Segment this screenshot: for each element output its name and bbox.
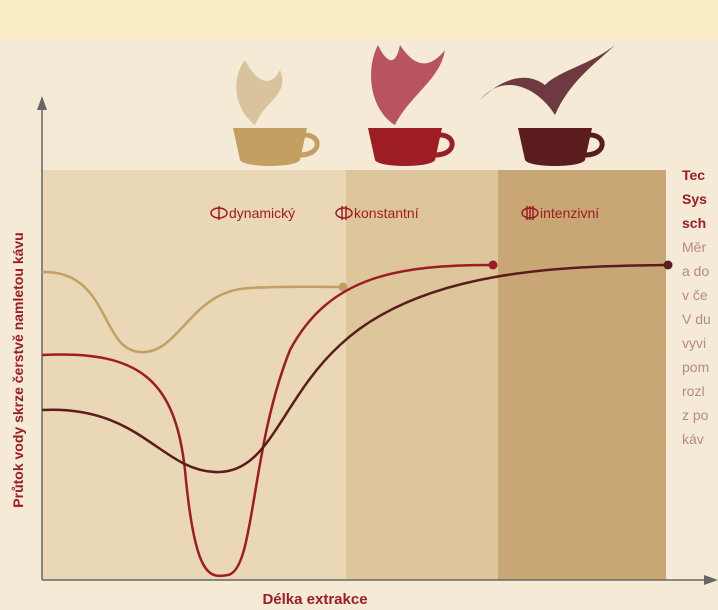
zone-label: konstantní [354, 205, 419, 221]
zone-dynamic [42, 170, 346, 580]
zone-icons [210, 206, 539, 220]
zone-intense [498, 170, 666, 580]
cup-tan [233, 60, 320, 166]
zone-constant [346, 170, 498, 580]
curve-dynamic [41, 270, 344, 354]
curve-end [338, 282, 348, 292]
x-axis-label: Délka extrakce [262, 591, 367, 608]
side-body-line: a do [682, 263, 709, 279]
side-heading: Tec Sys sch [682, 167, 707, 231]
side-heading-line: sch [682, 215, 706, 231]
side-body-line: pom [682, 359, 709, 375]
side-body-line: rozl [682, 383, 705, 399]
cup-red [368, 45, 455, 166]
zone-label: dynamický [229, 205, 295, 221]
top-band [0, 0, 718, 38]
side-body-line: káv [682, 431, 704, 447]
curve-end [663, 260, 673, 270]
curve-end [488, 260, 498, 270]
side-body: Měr a do v če V du vyvi pom rozl z po ká… [682, 239, 711, 447]
x-arrow [704, 575, 718, 585]
side-body-line: Měr [682, 239, 706, 255]
side-heading-line: Tec [682, 167, 705, 183]
side-body-line: z po [682, 407, 709, 423]
y-arrow [37, 96, 47, 110]
side-body-line: vyvi [682, 335, 706, 351]
curve-intense [41, 263, 669, 474]
side-body-line: v če [682, 287, 708, 303]
side-body-line: V du [682, 311, 711, 327]
cup-dark [480, 45, 615, 166]
y-axis-label: Průtok vody skrze čerstvě namletou kávu [10, 232, 26, 507]
side-heading-line: Sys [682, 191, 707, 207]
curve-constant [41, 263, 494, 578]
zone-label: intenzivní [540, 205, 599, 221]
